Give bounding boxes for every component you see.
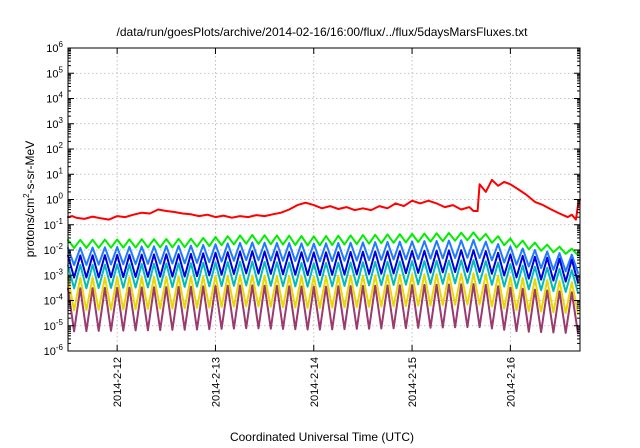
series-line-4 <box>67 249 579 284</box>
y-tick-label-base: 10 <box>46 169 58 181</box>
x-tick-labels: 2014-2-12 2014-2-13 2014-2-14 2014-2-15 2014… <box>112 357 517 407</box>
y-axis-label-superscript: 2 <box>22 193 31 198</box>
y-tick-label: 103 <box>46 116 63 131</box>
x-tick-label: 2014-2-16 <box>505 357 517 407</box>
y-tick-label-base: 10 <box>46 144 58 156</box>
y-tick-label-base: 10 <box>46 43 58 55</box>
x-tick-label: 2014-2-15 <box>407 357 419 407</box>
y-tick-label: 104 <box>46 91 63 106</box>
y-tick-label-base: 10 <box>44 346 56 358</box>
y-tick-label-exponent: 3 <box>59 116 64 125</box>
y-tick-label-exponent: -6 <box>56 343 64 352</box>
series-layer <box>67 178 581 335</box>
y-tick-label-base: 10 <box>46 195 58 207</box>
y-tick-label-base: 10 <box>46 94 58 106</box>
y-tick-label-base: 10 <box>44 296 56 308</box>
y-tick-label-exponent: 6 <box>59 40 64 49</box>
y-axis-label-rest: -s-sr-MeV <box>23 141 37 194</box>
y-tick-label: 10-4 <box>44 293 64 308</box>
y-tick-label: 10-2 <box>44 242 64 257</box>
y-tick-label: 101 <box>46 166 63 181</box>
y-tick-label-exponent: -3 <box>56 267 64 276</box>
y-tick-labels: 10-610-510-410-310-210-11001011021031041… <box>44 40 64 358</box>
y-tick-label-base: 10 <box>44 245 56 257</box>
x-tick-label: 2014-2-12 <box>112 357 124 407</box>
y-tick-label-base: 10 <box>46 68 58 80</box>
y-tick-label-exponent: -2 <box>56 242 64 251</box>
y-tick-label-exponent: -5 <box>56 318 64 327</box>
y-tick-label-base: 10 <box>46 119 58 131</box>
y-tick-label-exponent: 1 <box>59 166 64 175</box>
y-tick-label-exponent: 4 <box>59 91 64 100</box>
series-line-1 <box>67 178 581 221</box>
y-tick-label-exponent: -4 <box>56 293 64 302</box>
y-axis-label: protons/cm2-s-sr-MeV <box>22 141 37 257</box>
y-tick-label-exponent: 5 <box>59 65 64 74</box>
y-tick-label: 102 <box>46 141 63 156</box>
y-tick-label-base: 10 <box>44 220 56 232</box>
x-axis-label: Coordinated Universal Time (UTC) <box>230 430 414 444</box>
y-tick-label-base: 10 <box>44 321 56 333</box>
series-line-3 <box>67 239 579 274</box>
series-line-2 <box>67 231 579 257</box>
y-tick-label: 10-6 <box>44 343 64 358</box>
x-tick-label: 2014-2-14 <box>309 357 321 407</box>
y-tick-label: 10-1 <box>44 217 64 232</box>
y-axis-label-base: protons/cm <box>23 198 37 257</box>
y-tick-label-exponent: 0 <box>59 192 64 201</box>
series-line-7 <box>67 283 579 335</box>
y-tick-label-exponent: 2 <box>59 141 64 150</box>
y-tick-label: 105 <box>46 65 63 80</box>
y-tick-label: 10-5 <box>44 318 64 333</box>
tick-layer <box>68 47 580 352</box>
chart-title: /data/run/goesPlots/archive/2014-02-16/1… <box>117 25 529 39</box>
y-tick-label-base: 10 <box>44 270 56 282</box>
series-line-6 <box>67 272 579 315</box>
series-line-5 <box>67 259 579 294</box>
y-tick-label: 100 <box>46 192 63 207</box>
x-tick-label: 2014-2-13 <box>210 357 222 407</box>
y-tick-label: 10-3 <box>44 267 64 282</box>
y-tick-label: 106 <box>46 40 63 55</box>
y-tick-label-exponent: -1 <box>56 217 64 226</box>
